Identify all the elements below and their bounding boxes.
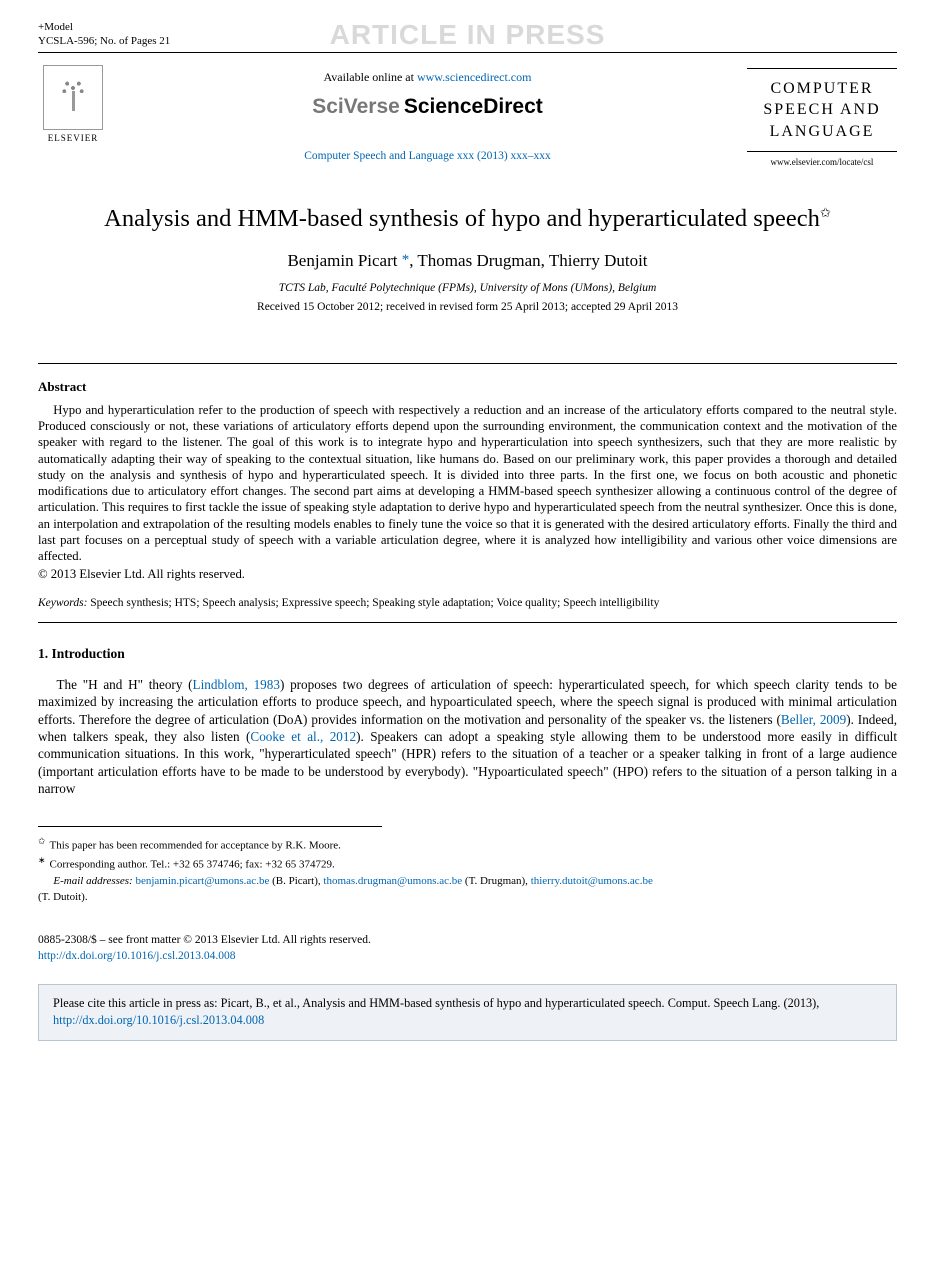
fn2-text: Corresponding author. Tel.: +32 65 37474… — [50, 858, 335, 870]
sciencedirect-main: ScienceDirect — [404, 95, 543, 118]
author-line: Benjamin Picart *, Thomas Drugman, Thier… — [38, 250, 897, 273]
in-press-watermark: ARTICLE IN PRESS — [330, 16, 606, 54]
abstract-heading: Abstract — [38, 378, 897, 396]
authors-post: , Thomas Drugman, Thierry Dutoit — [409, 251, 647, 270]
publisher-center: Available online at www.sciencedirect.co… — [108, 65, 747, 165]
abstract-body: Hypo and hyperarticulation refer to the … — [38, 402, 897, 565]
doi-link[interactable]: http://dx.doi.org/10.1016/j.csl.2013.04.… — [38, 948, 897, 964]
keywords-label: Keywords: — [38, 597, 87, 609]
affiliation: TCTS Lab, Faculté Polytechnique (FPMs), … — [38, 281, 897, 297]
abstract-copyright: © 2013 Elsevier Ltd. All rights reserved… — [38, 566, 897, 583]
sciverse-prefix: SciVerse — [312, 95, 400, 118]
article-dates: Received 15 October 2012; received in re… — [38, 300, 897, 316]
elsevier-label: ELSEVIER — [38, 132, 108, 144]
available-online-line: Available online at www.sciencedirect.co… — [108, 69, 747, 85]
title-footnote-marker: ✩ — [820, 204, 831, 219]
paper-title: Analysis and HMM-based synthesis of hypo… — [58, 203, 877, 235]
email-picart-link[interactable]: benjamin.picart@umons.ac.be — [135, 875, 269, 887]
page-header: +Model YCSLA-596; No. of Pages 21 ARTICL… — [38, 20, 897, 53]
footnote-emails: E-mail addresses: benjamin.picart@umons.… — [38, 873, 897, 890]
sciencedirect-url-link[interactable]: www.sciencedirect.com — [417, 70, 532, 84]
cite-lindblom-1983[interactable]: Lindblom, 1983 — [193, 677, 280, 692]
footnotes: ✩ This paper has been recommended for acc… — [38, 835, 897, 906]
email-dutoit-link[interactable]: thierry.dutoit@umons.ac.be — [531, 875, 653, 887]
e1-who: (B. Picart), — [269, 875, 323, 887]
cover-url: www.elsevier.com/locate/csl — [747, 156, 897, 168]
journal-reference-link[interactable]: Computer Speech and Language xxx (2013) … — [108, 149, 747, 165]
footnote-corresponding: ∗ Corresponding author. Tel.: +32 65 3747… — [38, 854, 897, 873]
fn1-text: This paper has been recommended for acce… — [50, 839, 341, 851]
keywords-text: Speech synthesis; HTS; Speech analysis; … — [87, 597, 659, 609]
abstract-top-rule — [38, 363, 897, 364]
journal-cover: COMPUTER SPEECH AND LANGUAGE www.elsevie… — [747, 65, 897, 169]
e2-who: (T. Drugman), — [462, 875, 531, 887]
email-drugman-link[interactable]: thomas.drugman@umons.ac.be — [323, 875, 462, 887]
cite-cooke-2012[interactable]: Cooke et al., 2012 — [250, 729, 356, 744]
footnote-recommended: ✩ This paper has been recommended for acc… — [38, 835, 897, 854]
cover-title: COMPUTER SPEECH AND LANGUAGE — [747, 72, 897, 149]
sciencedirect-brand: SciVerseScienceDirect — [108, 93, 747, 121]
cite-doi-link[interactable]: http://dx.doi.org/10.1016/j.csl.2013.04.… — [53, 1013, 264, 1027]
available-prefix: Available online at — [324, 70, 417, 84]
front-matter: 0885-2308/$ – see front matter © 2013 El… — [38, 932, 897, 964]
cover-line1: COMPUTER — [747, 78, 897, 100]
cover-line2: SPEECH AND — [747, 99, 897, 121]
cover-bot-rule — [747, 151, 897, 152]
footnote-rule-block — [38, 826, 382, 835]
publisher-row: ELSEVIER Available online at www.science… — [38, 65, 897, 169]
elsevier-logo: ELSEVIER — [38, 65, 108, 144]
asterisk-icon: ∗ — [38, 855, 46, 865]
front-matter-line: 0885-2308/$ – see front matter © 2013 El… — [38, 932, 897, 948]
elsevier-tree-icon — [43, 65, 103, 130]
title-text: Analysis and HMM-based synthesis of hypo… — [104, 205, 820, 232]
p1-a: The "H and H" theory ( — [56, 677, 192, 692]
cover-top-rule — [747, 68, 897, 69]
cite-box: Please cite this article in press as: Pi… — [38, 984, 897, 1040]
authors-pre: Benjamin Picart — [287, 251, 401, 270]
abstract-bottom-rule — [38, 622, 897, 623]
star-icon: ✩ — [38, 836, 46, 846]
cover-line3: LANGUAGE — [747, 121, 897, 143]
section-1-heading: 1. Introduction — [38, 645, 897, 663]
keywords-line: Keywords: Speech synthesis; HTS; Speech … — [38, 596, 897, 611]
email-label: E-mail addresses: — [53, 875, 132, 887]
e3-who: (T. Dutoit). — [38, 889, 897, 906]
cite-text: Please cite this article in press as: Pi… — [53, 996, 819, 1010]
intro-paragraph: The "H and H" theory (Lindblom, 1983) pr… — [38, 676, 897, 798]
cite-beller-2009[interactable]: Beller, 2009 — [781, 712, 846, 727]
